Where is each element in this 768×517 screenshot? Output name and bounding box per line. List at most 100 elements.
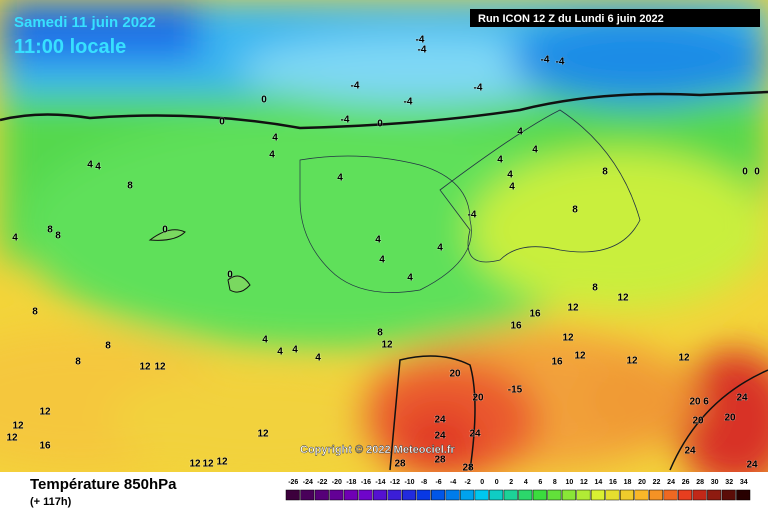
contour-label: 0 bbox=[754, 167, 760, 178]
contour-label: 4 bbox=[277, 347, 283, 358]
scale-label: 0 bbox=[480, 479, 484, 486]
scale-label: 30 bbox=[711, 479, 719, 486]
contour-label: 12 bbox=[567, 303, 579, 314]
contour-label: 16 bbox=[551, 357, 563, 368]
scale-swatch bbox=[721, 489, 736, 501]
contour-label: 8 bbox=[377, 328, 383, 339]
scale-label: -26 bbox=[288, 479, 298, 486]
contour-label: 12 bbox=[39, 407, 51, 418]
scale-label: -14 bbox=[375, 479, 385, 486]
scale-label: -10 bbox=[404, 479, 414, 486]
contour-label: 24 bbox=[736, 393, 748, 404]
contour-label: 28 bbox=[434, 455, 446, 466]
scale-swatch bbox=[561, 489, 576, 501]
scale-label: -20 bbox=[332, 479, 342, 486]
contour-label: -4 bbox=[418, 45, 427, 56]
scale-swatch bbox=[387, 489, 402, 501]
scale-label: -2 bbox=[465, 479, 471, 486]
contour-label: 4 bbox=[87, 160, 93, 171]
scale-label: 28 bbox=[696, 479, 704, 486]
scale-swatch bbox=[445, 489, 460, 501]
contour-label: 24 bbox=[434, 415, 446, 426]
contour-label: 12 bbox=[12, 421, 24, 432]
copyright: Copyright © 2022 Meteociel.fr bbox=[300, 444, 456, 456]
contour-label: -4 bbox=[404, 97, 413, 108]
scale-label: 16 bbox=[609, 479, 617, 486]
scale-swatch bbox=[329, 489, 344, 501]
contour-label: -4 bbox=[351, 81, 360, 92]
contour-label: 28 bbox=[394, 459, 406, 470]
contour-label: 12 bbox=[216, 457, 228, 468]
contour-label: 24 bbox=[746, 460, 758, 471]
scale-label: -22 bbox=[317, 479, 327, 486]
scale-label: 4 bbox=[524, 479, 528, 486]
contour-label: 4 bbox=[95, 162, 101, 173]
contour-label: 8 bbox=[105, 341, 111, 352]
contour-label: 4 bbox=[509, 182, 515, 193]
contour-label: 4 bbox=[517, 127, 523, 138]
contour-label: 4 bbox=[407, 273, 413, 284]
contour-label: 12 bbox=[617, 293, 629, 304]
scale-swatch bbox=[503, 489, 518, 501]
scale-swatch bbox=[707, 489, 722, 501]
contour-label: 12 bbox=[562, 333, 574, 344]
scale-label: -6 bbox=[435, 479, 441, 486]
scale-label: -12 bbox=[390, 479, 400, 486]
scale-label: -4 bbox=[450, 479, 456, 486]
temperature-field bbox=[0, 0, 768, 490]
scale-swatch bbox=[489, 489, 504, 501]
contour-label: 4 bbox=[437, 243, 443, 254]
contour-label: 12 bbox=[154, 362, 166, 373]
scale-label: 14 bbox=[595, 479, 603, 486]
scale-label: 12 bbox=[580, 479, 588, 486]
contour-label: 0 bbox=[219, 117, 225, 128]
contour-label: -15 bbox=[508, 385, 523, 396]
scale-label: -16 bbox=[361, 479, 371, 486]
contour-label: 6 bbox=[703, 397, 709, 408]
scale-label: -24 bbox=[303, 479, 313, 486]
contour-label: 4 bbox=[315, 353, 321, 364]
scale-label: 24 bbox=[667, 479, 675, 486]
contour-label: 12 bbox=[139, 362, 151, 373]
contour-label: 0 bbox=[742, 167, 748, 178]
scale-swatch bbox=[692, 489, 707, 501]
scale-swatch bbox=[518, 489, 533, 501]
contour-label: 8 bbox=[32, 307, 38, 318]
contour-label: 8 bbox=[602, 167, 608, 178]
contour-label: 8 bbox=[75, 357, 81, 368]
scale-label: 8 bbox=[553, 479, 557, 486]
contour-label: -4 bbox=[556, 57, 565, 68]
contour-label: 8 bbox=[592, 283, 598, 294]
contour-label: 12 bbox=[202, 459, 214, 470]
contour-label: 4 bbox=[272, 133, 278, 144]
contour-label: 12 bbox=[678, 353, 690, 364]
scale-swatch bbox=[678, 489, 693, 501]
footer-title: Température 850hPa bbox=[30, 476, 177, 493]
contour-label: 24 bbox=[434, 431, 446, 442]
contour-label: -4 bbox=[474, 83, 483, 94]
scale-label: -18 bbox=[346, 479, 356, 486]
contour-label: 16 bbox=[510, 321, 522, 332]
contour-label: 4 bbox=[269, 150, 275, 161]
scale-swatch bbox=[300, 489, 315, 501]
contour-label: 20 bbox=[724, 413, 736, 424]
scale-swatch bbox=[431, 489, 446, 501]
scale-swatch bbox=[663, 489, 678, 501]
time: 11:00 locale bbox=[14, 36, 126, 58]
scale-label: 34 bbox=[740, 479, 748, 486]
scale-label: 6 bbox=[538, 479, 542, 486]
contour-label: 4 bbox=[532, 145, 538, 156]
scale-label: 0 bbox=[495, 479, 499, 486]
footer-lead: (+ 117h) bbox=[30, 496, 72, 508]
contour-label: 12 bbox=[6, 433, 18, 444]
contour-label: 20 bbox=[689, 397, 701, 408]
scale-label: 32 bbox=[725, 479, 733, 486]
contour-label: 20 bbox=[449, 369, 461, 380]
contour-label: 8 bbox=[127, 181, 133, 192]
scale-swatch bbox=[314, 489, 329, 501]
contour-label: 4 bbox=[375, 235, 381, 246]
contour-label: 4 bbox=[262, 335, 268, 346]
scale-swatch bbox=[460, 489, 475, 501]
scale-label: 20 bbox=[638, 479, 646, 486]
